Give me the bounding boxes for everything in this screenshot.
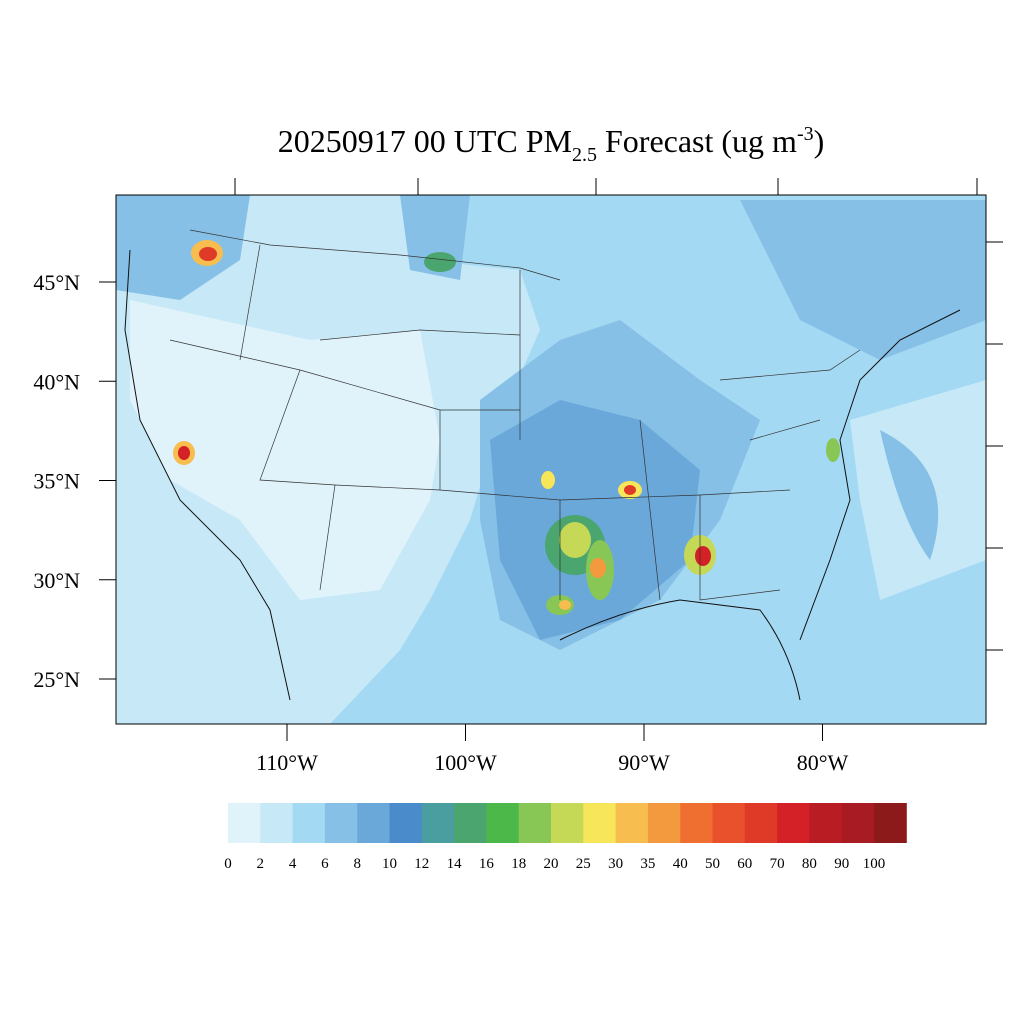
colorbar-label: 20	[544, 856, 559, 872]
lon-label: 110°W	[256, 750, 318, 775]
colorbar-swatch	[260, 803, 294, 843]
colorbar-label: 35	[640, 856, 655, 872]
lat-label: 25°N	[33, 667, 80, 692]
colorbar-swatch	[615, 803, 649, 843]
colorbar-label: 0	[224, 856, 232, 872]
title-subscript: 2.5	[572, 144, 597, 166]
map-title: 20250917 00 UTC PM2.5 Forecast (ug m-3)	[278, 123, 825, 166]
colorbar-label: 30	[608, 856, 623, 872]
frame-ticks	[234, 178, 1003, 651]
colorbar-label: 25	[576, 856, 591, 872]
title-text: )	[814, 123, 825, 159]
colorbar-swatch	[551, 803, 584, 843]
lat-label: 45°N	[33, 270, 80, 295]
colorbar-label: 50	[705, 856, 720, 872]
colorbar-label: 4	[289, 856, 297, 872]
colorbar-swatch	[874, 803, 907, 843]
colorbar-label: 90	[834, 856, 849, 872]
colorbar-swatch	[486, 803, 520, 843]
colorbar-label: 12	[414, 856, 429, 872]
colorbar-label: 18	[511, 856, 526, 872]
colorbar-label: 40	[673, 856, 688, 872]
colorbar-swatch	[324, 803, 358, 843]
colorbar-label: 70	[770, 856, 785, 872]
colorbar-label: 80	[802, 856, 817, 872]
colorbar-swatch	[421, 803, 455, 843]
lat-label: 35°N	[33, 469, 80, 494]
colorbar-swatch	[357, 803, 390, 843]
colorbar-swatch	[777, 803, 810, 843]
title-superscript: -3	[797, 123, 814, 145]
colorbar-label: 14	[447, 856, 463, 872]
colorbar-swatch	[228, 803, 261, 843]
colorbar-swatch	[518, 803, 552, 843]
lat-label: 40°N	[33, 369, 80, 394]
colorbar-swatch	[583, 803, 617, 843]
title-text: 20250917 00 UTC PM	[278, 123, 572, 159]
colorbar-label: 10	[382, 856, 397, 872]
colorbar-swatch	[712, 803, 746, 843]
map-field	[116, 195, 986, 724]
colorbar-label: 16	[479, 856, 495, 872]
colorbar-swatch	[809, 803, 843, 843]
colorbar-label: 2	[257, 856, 265, 872]
colorbar-swatch	[744, 803, 778, 843]
colorbar-label: 100	[863, 856, 886, 872]
colorbar-swatch	[454, 803, 487, 843]
map-frame	[115, 194, 987, 725]
colorbar-label: 8	[353, 856, 361, 872]
lat-label: 30°N	[33, 568, 80, 593]
colorbar-swatch	[389, 803, 423, 843]
lon-label: 80°W	[797, 750, 849, 775]
lon-label: 90°W	[618, 750, 670, 775]
colorbar-swatch	[292, 803, 326, 843]
title-text: Forecast (ug m	[597, 123, 797, 159]
colorbar-swatch	[680, 803, 713, 843]
colorbar-label: 6	[321, 856, 329, 872]
colorbar-swatch	[841, 803, 875, 843]
colorbar-swatch	[647, 803, 681, 843]
lon-label: 100°W	[434, 750, 497, 775]
colorbar-label: 60	[737, 856, 752, 872]
